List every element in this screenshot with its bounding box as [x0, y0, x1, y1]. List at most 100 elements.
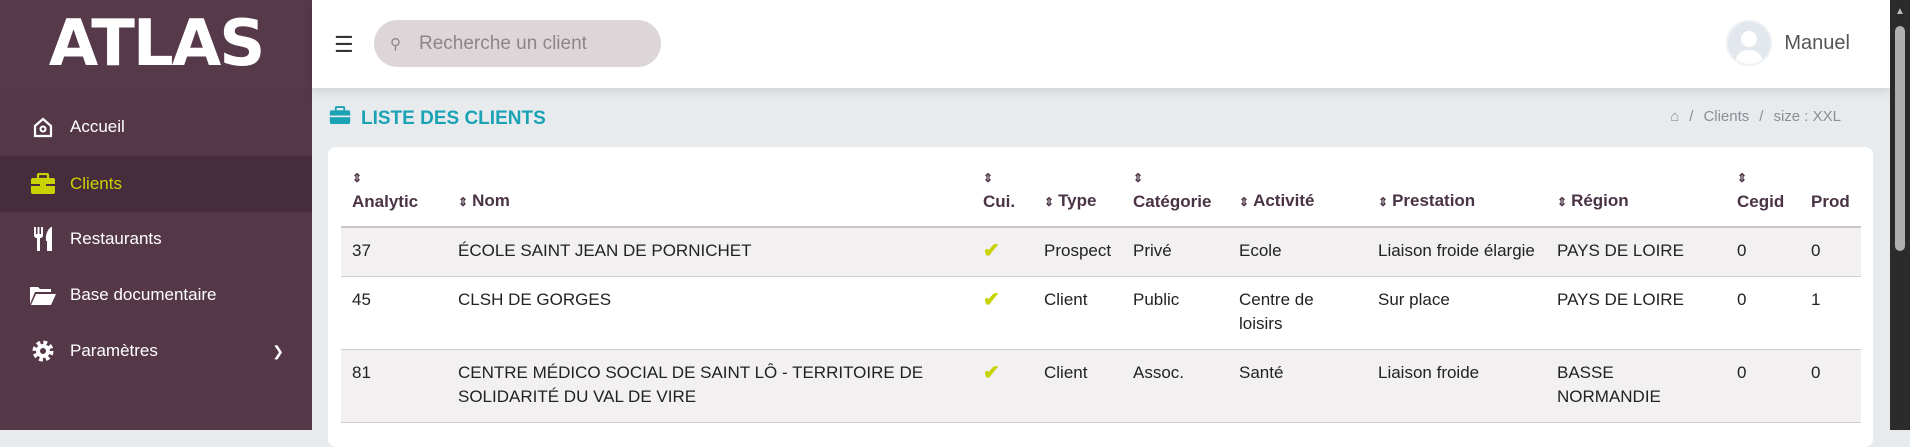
table-row[interactable]: 37 ÉCOLE SAINT JEAN DE PORNICHET ✔ Prospect… [341, 227, 1861, 277]
chevron-down-icon[interactable]: ❯ [272, 342, 284, 359]
column-label: Activité [1253, 191, 1315, 210]
sidebar-item-label: Base documentaire [70, 285, 217, 304]
user-name[interactable]: Manuel [1784, 31, 1850, 54]
table-row[interactable]: 45 CLSH DE GORGES ✔ Client Public Centre de l… [341, 276, 1861, 350]
cell-prod: 0 [1800, 227, 1861, 277]
column-header-region[interactable]: ⇕ Région [1546, 165, 1726, 228]
home-icon [28, 116, 58, 138]
cell-region: PAYS DE LOIRE [1546, 276, 1726, 350]
breadcrumb-separator: / [1689, 108, 1694, 125]
cell-analytic: 37 [341, 227, 447, 277]
cell-analytic: 81 [341, 349, 447, 423]
column-label: Type [1058, 191, 1097, 210]
cell-categorie: Assoc. [1122, 349, 1228, 423]
column-header-prestation[interactable]: ⇕ Prestation [1367, 165, 1546, 228]
sidebar-item-label: Restaurants [70, 229, 162, 248]
cell-prestation: Liaison froide [1367, 349, 1546, 423]
sort-icon[interactable]: ⇕ [1378, 195, 1389, 209]
sort-icon[interactable]: ⇕ [1737, 171, 1748, 185]
column-label: Catégorie [1133, 192, 1212, 211]
briefcase-icon [329, 106, 351, 131]
folder-open-icon [28, 284, 58, 306]
avatar[interactable] [1726, 20, 1773, 66]
column-header-cegid[interactable]: ⇕ Cegid [1726, 165, 1800, 228]
home-icon[interactable]: ⌂ [1670, 108, 1680, 125]
column-header-nom[interactable]: ⇕ Nom [447, 165, 972, 228]
cell-activite: Centre de loisirs [1228, 276, 1367, 350]
sort-icon[interactable]: ⇕ [1044, 195, 1055, 209]
breadcrumb-separator: / [1759, 108, 1764, 125]
sidebar-item-label: Paramètres [70, 341, 158, 360]
search-icon: ⚲ [390, 35, 401, 53]
table-row[interactable]: 81 CENTRE MÉDICO SOCIAL DE SAINT LÔ - TER… [341, 349, 1861, 423]
check-icon: ✔ [972, 227, 1033, 277]
cell-prestation: Sur place [1367, 276, 1546, 350]
column-label: Nom [472, 191, 510, 210]
cell-type: Prospect [1033, 227, 1122, 277]
clients-table: ⇕ Analytic ⇕ Nom ⇕ Cui. ⇕ Type ⇕ Catégorie ⇕ A… [341, 165, 1861, 423]
cell-analytic: 45 [341, 276, 447, 350]
column-label: Analytic [352, 192, 419, 211]
cell-type: Client [1033, 276, 1122, 350]
search-input[interactable]: ⚲ Recherche un client [374, 20, 661, 67]
sort-icon[interactable]: ⇕ [1133, 171, 1144, 185]
column-label: Prod [1811, 192, 1850, 211]
atlas-logo[interactable]: ATLAS [0, 0, 312, 88]
breadcrumb-size: size : XXL [1773, 108, 1841, 125]
cell-categorie: Public [1122, 276, 1228, 350]
column-label: Région [1571, 191, 1629, 210]
sidebar-item-label: Accueil [70, 117, 125, 136]
sidebar-item-base-documentaire[interactable]: Base documentaire [0, 267, 312, 323]
page-title-text: LISTE DES CLIENTS [361, 107, 546, 129]
column-header-prod: Prod [1800, 165, 1861, 228]
clients-card: ⇕ Analytic ⇕ Nom ⇕ Cui. ⇕ Type ⇕ Catégorie ⇕ A… [328, 147, 1873, 447]
cell-prod: 1 [1800, 276, 1861, 350]
sort-icon[interactable]: ⇕ [352, 171, 363, 185]
sort-icon[interactable]: ⇕ [983, 171, 994, 185]
cell-cegid: 0 [1726, 349, 1800, 423]
column-label: Prestation [1392, 191, 1476, 210]
cell-categorie: Privé [1122, 227, 1228, 277]
gear-icon [28, 339, 58, 363]
cell-activite: Santé [1228, 349, 1367, 423]
search-placeholder: Recherche un client [419, 32, 587, 54]
column-header-analytic[interactable]: ⇕ Analytic [341, 165, 447, 228]
cell-nom: ÉCOLE SAINT JEAN DE PORNICHET [447, 227, 972, 277]
scrollbar-thumb[interactable] [1895, 26, 1905, 251]
cell-type: Client [1033, 349, 1122, 423]
menu-toggle-icon[interactable]: ☰ [334, 32, 354, 57]
column-label: Cegid [1737, 192, 1785, 211]
column-header-cui[interactable]: ⇕ Cui. [972, 165, 1033, 228]
check-icon: ✔ [972, 276, 1033, 350]
cell-cegid: 0 [1726, 227, 1800, 277]
cell-activite: Ecole [1228, 227, 1367, 277]
briefcase-icon [28, 173, 58, 195]
page-title: LISTE DES CLIENTS [329, 106, 546, 131]
scrollbar[interactable]: ▲ [1890, 0, 1910, 430]
sidebar-item-label: Clients [70, 174, 122, 193]
sidebar-item-restaurants[interactable]: Restaurants [0, 211, 312, 267]
sort-icon[interactable]: ⇕ [1239, 195, 1250, 209]
sort-icon[interactable]: ⇕ [1557, 195, 1568, 209]
cell-prestation: Liaison froide élargie [1367, 227, 1546, 277]
sidebar-item-clients[interactable]: Clients [0, 156, 312, 212]
cell-prod: 0 [1800, 349, 1861, 423]
sort-icon[interactable]: ⇕ [458, 195, 469, 209]
sidebar-item-parametres[interactable]: Paramètres ❯ [0, 323, 312, 379]
breadcrumb-clients[interactable]: Clients [1703, 108, 1750, 125]
check-icon: ✔ [972, 349, 1033, 423]
column-header-type[interactable]: ⇕ Type [1033, 165, 1122, 228]
column-header-activite[interactable]: ⇕ Activité [1228, 165, 1367, 228]
column-label: Cui. [983, 192, 1016, 211]
sidebar: ATLAS Accueil Clients Restaurants Base d… [0, 0, 312, 430]
top-header: ☰ ⚲ Recherche un client Manuel [312, 0, 1890, 88]
cell-cegid: 0 [1726, 276, 1800, 350]
cell-nom: CENTRE MÉDICO SOCIAL DE SAINT LÔ - TERRI… [447, 349, 972, 423]
cell-nom: CLSH DE GORGES [447, 276, 972, 350]
user-menu[interactable]: Manuel [1726, 20, 1850, 66]
cell-region: PAYS DE LOIRE [1546, 227, 1726, 277]
scroll-up-icon[interactable]: ▲ [1895, 6, 1905, 17]
cell-region: BASSE NORMANDIE [1546, 349, 1726, 423]
sidebar-item-accueil[interactable]: Accueil [0, 99, 312, 155]
column-header-categorie[interactable]: ⇕ Catégorie [1122, 165, 1228, 228]
